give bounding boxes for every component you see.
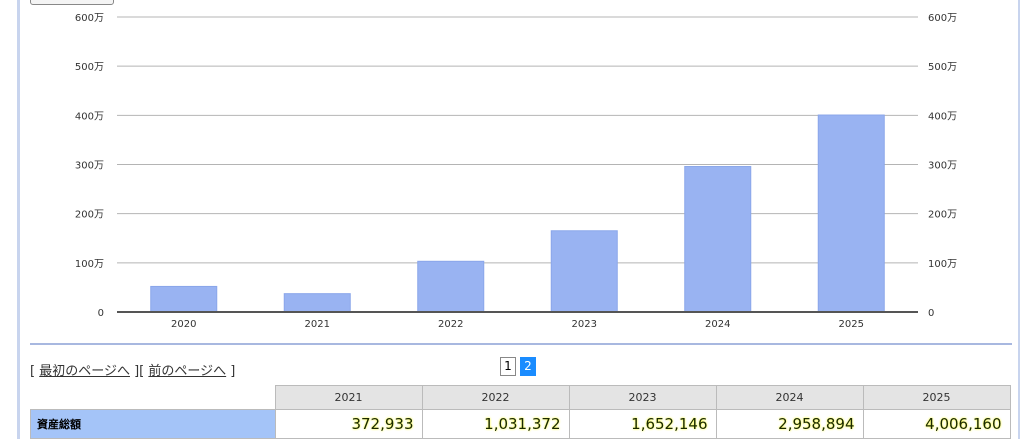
page-2-button[interactable]: 2 [520,357,536,376]
bar-2022 [417,260,485,313]
table-header-row: 2021 2022 2023 2024 2025 [30,385,1011,410]
y-tick-label-right: 400万 [928,111,957,122]
page-1-button[interactable]: 1 [500,357,516,376]
value-cell: 1,031,372 [421,409,570,439]
header-cell: 2022 [421,385,570,410]
frame-border-right [1018,0,1020,439]
header-cell: 2023 [568,385,717,410]
y-tick-label-left: 400万 [75,111,104,122]
bar-2024 [684,166,752,313]
value-cell: 4,006,160 [862,409,1011,439]
x-tick-label: 2025 [839,319,864,330]
header-blank [30,385,275,410]
table-row: 資産総額 372,933 1,031,372 1,652,146 2,958,8… [30,409,1011,439]
page-nav: [ 最初のページへ ][ 前のページへ ] [30,364,236,379]
first-page-link[interactable]: 最初のページへ [39,364,130,379]
separator [30,343,1012,345]
value-cell: 372,933 [274,409,423,439]
y-tick-label-right: 100万 [928,259,957,270]
y-tick-label-left: 500万 [75,62,104,73]
prev-page-link[interactable]: 前のページへ [148,364,227,379]
header-cell: 2024 [715,385,864,410]
y-tick-label-left: 300万 [75,161,104,172]
y-tick-label-right: 300万 [928,161,957,172]
bar-2020 [150,285,218,313]
header-cell: 2025 [862,385,1011,410]
y-tick-label-left: 100万 [75,259,104,270]
y-tick-label-right: 600万 [928,13,957,24]
bar-2021 [283,293,351,313]
y-tick-label-left: 0 [98,308,104,319]
value-cell: 2,958,894 [715,409,864,439]
x-tick-label: 2020 [171,319,196,330]
bar-chart: 0 0 100万 100万 200万 200万 300万 300万 400万 400万 500万 50… [75,13,957,330]
y-tick-label-right: 0 [928,308,934,319]
x-tick-label: 2021 [305,319,330,330]
x-tick-label: 2024 [705,319,730,330]
bar-2023 [550,230,618,313]
header-cell: 2021 [274,385,423,410]
row-label: 資産総額 [30,409,276,439]
data-table: 2021 2022 2023 2024 2025 資産総額 372,933 1,… [30,385,1011,439]
frame-border-left [17,0,20,439]
y-tick-label-left: 200万 [75,210,104,221]
y-tick-label-left: 600万 [75,13,104,24]
y-tick-label-right: 500万 [928,62,957,73]
top-button[interactable] [30,0,114,5]
value-cell: 1,652,146 [568,409,717,439]
x-tick-label: 2022 [438,319,463,330]
y-tick-label-right: 200万 [928,210,957,221]
x-tick-label: 2023 [572,319,597,330]
bar-2025 [817,114,885,313]
